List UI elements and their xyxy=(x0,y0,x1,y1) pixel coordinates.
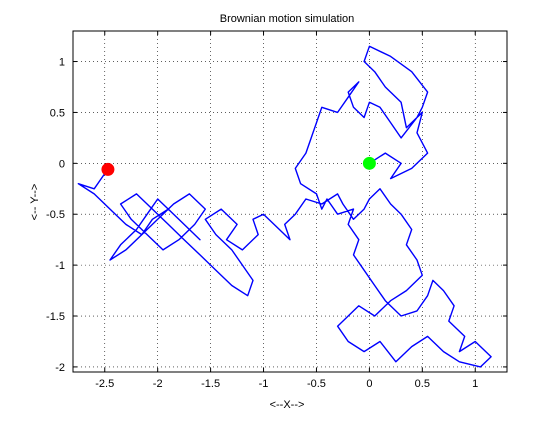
y-tick-label: 0 xyxy=(59,158,65,170)
y-tick-label: -2 xyxy=(55,362,65,374)
x-tick-label: 1 xyxy=(472,378,478,390)
x-tick-label: -2.5 xyxy=(95,378,114,390)
x-tick-label: -1.5 xyxy=(201,378,220,390)
start-marker xyxy=(362,156,376,170)
x-tick-label: 0 xyxy=(366,378,372,390)
x-tick-label: -0.5 xyxy=(307,378,326,390)
y-tick-label: 0.5 xyxy=(50,107,65,119)
brownian-path xyxy=(77,45,492,368)
y-tick-label: 1 xyxy=(59,57,65,69)
plot-frame xyxy=(72,30,508,373)
x-tick-label: -1 xyxy=(259,378,269,390)
tick-layer: -2.5 -2 -1.5 -1 -0.5 0 0.5 1 1 0.5 0 -0.5 -1 -1.5 -2 xyxy=(46,31,507,390)
y-tick-label: -0.5 xyxy=(46,209,65,221)
y-tick-label: -1 xyxy=(55,260,65,272)
y-axis-label: <-- Y--> xyxy=(29,184,41,221)
x-tick-label: 0.5 xyxy=(415,378,430,390)
plot-area xyxy=(73,31,507,372)
grid-layer xyxy=(73,31,507,372)
end-marker xyxy=(101,162,115,176)
y-tick-label: -1.5 xyxy=(46,311,65,323)
x-axis-label: <--X--> xyxy=(270,399,305,411)
chart-title: Brownian motion simulation xyxy=(220,13,355,25)
x-tick-label: -2 xyxy=(153,378,163,390)
path-layer xyxy=(77,45,492,368)
marker-layer xyxy=(101,156,376,176)
